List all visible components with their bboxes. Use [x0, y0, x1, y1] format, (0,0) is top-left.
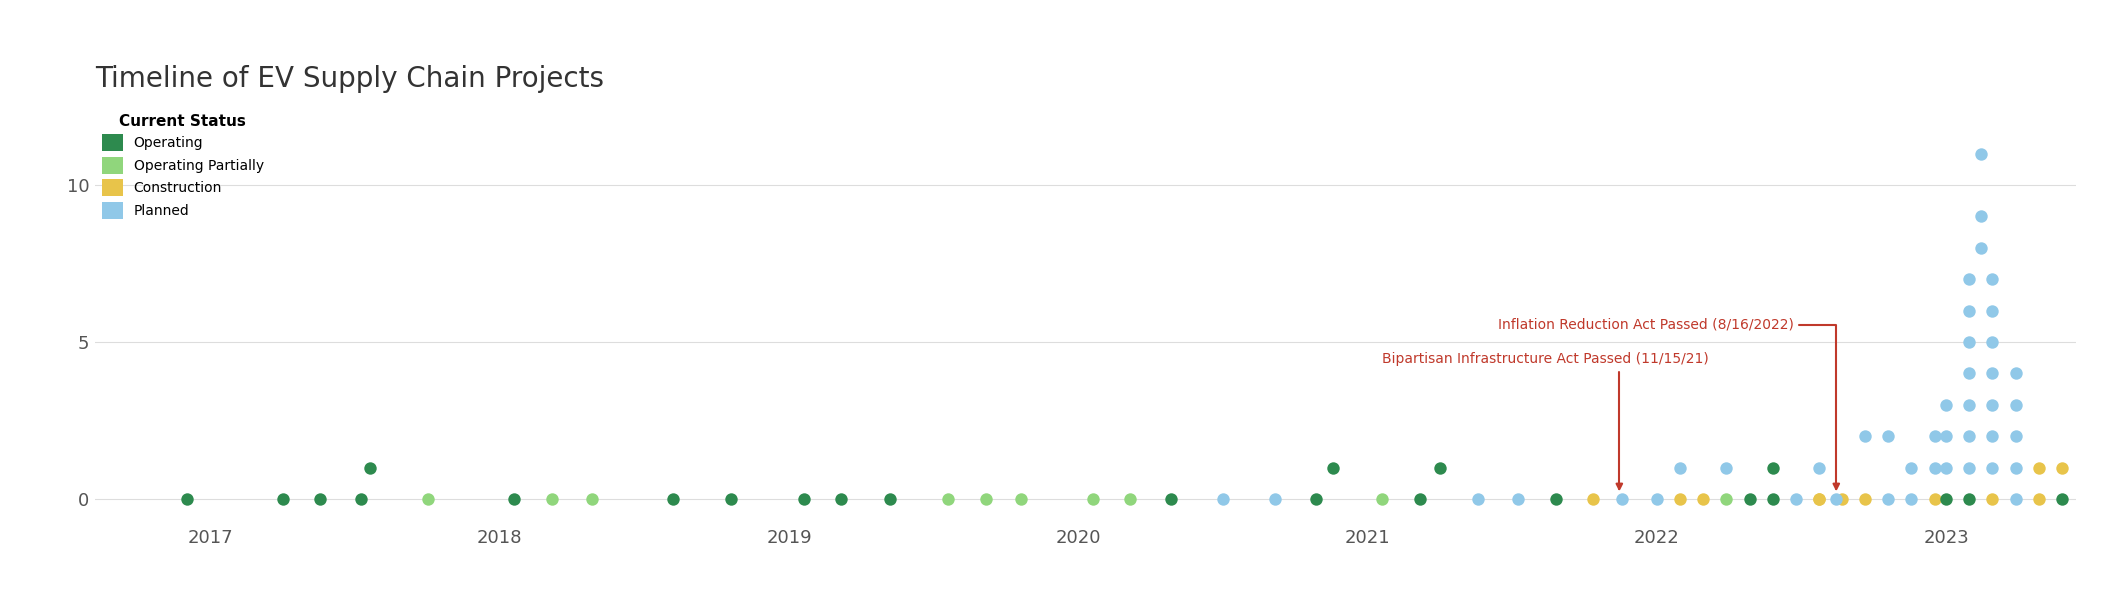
Point: [1952, 400, 1986, 410]
Point: [1686, 494, 1720, 504]
Point: [266, 494, 299, 504]
Point: [1975, 337, 2009, 347]
Point: [1952, 337, 1986, 347]
Point: [1929, 432, 1963, 441]
Point: [1929, 400, 1963, 410]
Point: [1975, 432, 2009, 441]
Point: [1952, 463, 1986, 472]
Point: [1998, 494, 2032, 504]
Point: [1929, 463, 1963, 472]
Point: [786, 494, 820, 504]
Point: [1802, 463, 1836, 472]
Point: [411, 494, 445, 504]
Point: [1756, 494, 1790, 504]
Point: [1003, 494, 1037, 504]
Point: [535, 494, 569, 504]
Point: [1952, 275, 1986, 284]
Point: [2022, 463, 2055, 472]
Point: [1998, 400, 2032, 410]
Point: [970, 494, 1003, 504]
Point: [1975, 369, 2009, 378]
Point: [1206, 494, 1240, 504]
Point: [1998, 432, 2032, 441]
Point: [1975, 306, 2009, 316]
Point: [873, 494, 906, 504]
Point: [1577, 494, 1611, 504]
Point: [1952, 369, 1986, 378]
Point: [1539, 494, 1573, 504]
Point: [1965, 243, 1998, 253]
Point: [1366, 494, 1400, 504]
Point: [2045, 463, 2078, 472]
Point: [824, 494, 858, 504]
Point: [656, 494, 689, 504]
Point: [1918, 494, 1952, 504]
Point: [1975, 463, 2009, 472]
Point: [1663, 463, 1697, 472]
Point: [344, 494, 377, 504]
Point: [1918, 463, 1952, 472]
Point: [352, 463, 386, 472]
Point: [1663, 494, 1697, 504]
Point: [2022, 494, 2055, 504]
Point: [1998, 463, 2032, 472]
Point: [1975, 494, 2009, 504]
Point: [1113, 494, 1147, 504]
Point: [1299, 494, 1332, 504]
Point: [1965, 212, 1998, 221]
Point: [304, 494, 337, 504]
Point: [1952, 494, 1986, 504]
Point: [1849, 432, 1882, 441]
Point: [1918, 432, 1952, 441]
Text: Inflation Reduction Act Passed (8/16/2022): Inflation Reduction Act Passed (8/16/202…: [1499, 318, 1838, 489]
Point: [1258, 494, 1292, 504]
Point: [1965, 149, 1998, 159]
Point: [1872, 494, 1906, 504]
Point: [1710, 463, 1743, 472]
Point: [497, 494, 531, 504]
Point: [1952, 432, 1986, 441]
Point: [1402, 494, 1436, 504]
Point: [1802, 494, 1836, 504]
Point: [1819, 494, 1853, 504]
Point: [1929, 494, 1963, 504]
Point: [1975, 400, 2009, 410]
Point: [932, 494, 965, 504]
Point: [1756, 463, 1790, 472]
Point: [1710, 494, 1743, 504]
Point: [1606, 494, 1640, 504]
Point: [715, 494, 748, 504]
Point: [1895, 463, 1929, 472]
Point: [1952, 306, 1986, 316]
Point: [1075, 494, 1109, 504]
Point: [1423, 463, 1457, 472]
Point: [1733, 494, 1767, 504]
Text: Bipartisan Infrastructure Act Passed (11/15/21): Bipartisan Infrastructure Act Passed (11…: [1383, 352, 1710, 489]
Point: [1315, 463, 1349, 472]
Point: [1975, 275, 2009, 284]
Point: [1998, 369, 2032, 378]
Legend: Operating, Operating Partially, Construction, Planned: Operating, Operating Partially, Construc…: [101, 114, 264, 218]
Point: [1640, 494, 1674, 504]
Point: [1826, 494, 1859, 504]
Point: [1501, 494, 1535, 504]
Point: [1779, 494, 1813, 504]
Point: [171, 494, 204, 504]
Point: [575, 494, 609, 504]
Point: [2045, 494, 2078, 504]
Point: [1461, 494, 1495, 504]
Point: [1895, 494, 1929, 504]
Point: [1849, 494, 1882, 504]
Point: [1872, 432, 1906, 441]
Point: [1802, 494, 1836, 504]
Point: [1153, 494, 1187, 504]
Text: Timeline of EV Supply Chain Projects: Timeline of EV Supply Chain Projects: [95, 65, 603, 93]
